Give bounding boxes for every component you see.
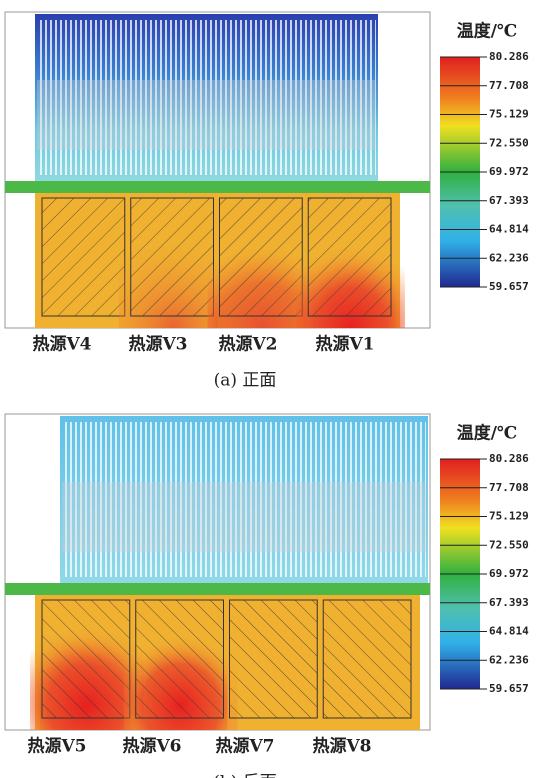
heat-source-label: 热源V1 xyxy=(315,334,374,355)
fin-band xyxy=(37,80,376,150)
heat-source-block xyxy=(42,198,125,316)
heat-source-label: 热源V7 xyxy=(215,736,274,757)
caption: (b) 反面 xyxy=(213,773,277,778)
heat-source-block xyxy=(230,600,318,718)
colorbar-tick-label: 69.972 xyxy=(489,567,529,580)
heat-source-label: 热源V6 xyxy=(122,736,181,757)
panel: 热源V5 热源V6 热源V7 热源V8 (b) 反面 温度/℃ 80.286 77.708 75… xyxy=(5,414,529,778)
colorbar-tick-label: 59.657 xyxy=(489,280,529,293)
heat-source-block xyxy=(136,600,224,718)
heat-source-block xyxy=(131,198,214,316)
heat-source-block xyxy=(42,600,130,718)
colorbar-tick-label: 62.236 xyxy=(489,653,529,666)
colorbar-tick-label: 80.286 xyxy=(489,50,529,63)
caption: (a) 正面 xyxy=(214,371,277,391)
heat-source-block xyxy=(308,198,391,316)
fin-band xyxy=(62,482,426,552)
colorbar-tick-label: 67.393 xyxy=(489,194,529,207)
colorbar-tick-label: 64.814 xyxy=(489,625,529,638)
colorbar-tick-label: 62.236 xyxy=(489,251,529,264)
colorbar-tick-label: 75.129 xyxy=(489,510,529,523)
heat-source-label: 热源V4 xyxy=(32,334,91,355)
heat-source-label: 热源V2 xyxy=(218,334,277,355)
heat-source-label: 热源V5 xyxy=(27,736,86,757)
figure: 热源V4热源V3热源V2热源V1(a) 正面温度/℃80.28677.70875… xyxy=(0,0,539,778)
colorbar-tick-label: 77.708 xyxy=(489,79,529,92)
base-plate xyxy=(5,583,430,595)
colorbar-tick-label: 72.550 xyxy=(489,538,529,551)
base-plate xyxy=(5,181,430,193)
panel: 热源V4 热源V3 热源V2 热源V1 (a) 正面 温度/℃ 80.286 77.708 75… xyxy=(5,12,529,391)
colorbar-tick-label: 69.972 xyxy=(489,165,529,178)
heat-source-block xyxy=(323,600,411,718)
colorbar-tick-label: 80.286 xyxy=(489,452,529,465)
colorbar-tick-label: 67.393 xyxy=(489,596,529,609)
heat-source-label: 热源V3 xyxy=(128,334,187,355)
heat-source-label: 热源V8 xyxy=(312,736,371,757)
legend-title: 温度/℃ xyxy=(457,21,518,42)
colorbar-tick-label: 72.550 xyxy=(489,136,529,149)
colorbar-tick-label: 64.814 xyxy=(489,223,529,236)
heat-source-block xyxy=(220,198,303,316)
colorbar-tick-label: 77.708 xyxy=(489,481,529,494)
legend-title: 温度/℃ xyxy=(457,423,518,444)
colorbar-tick-label: 59.657 xyxy=(489,682,529,695)
colorbar-tick-label: 75.129 xyxy=(489,108,529,121)
